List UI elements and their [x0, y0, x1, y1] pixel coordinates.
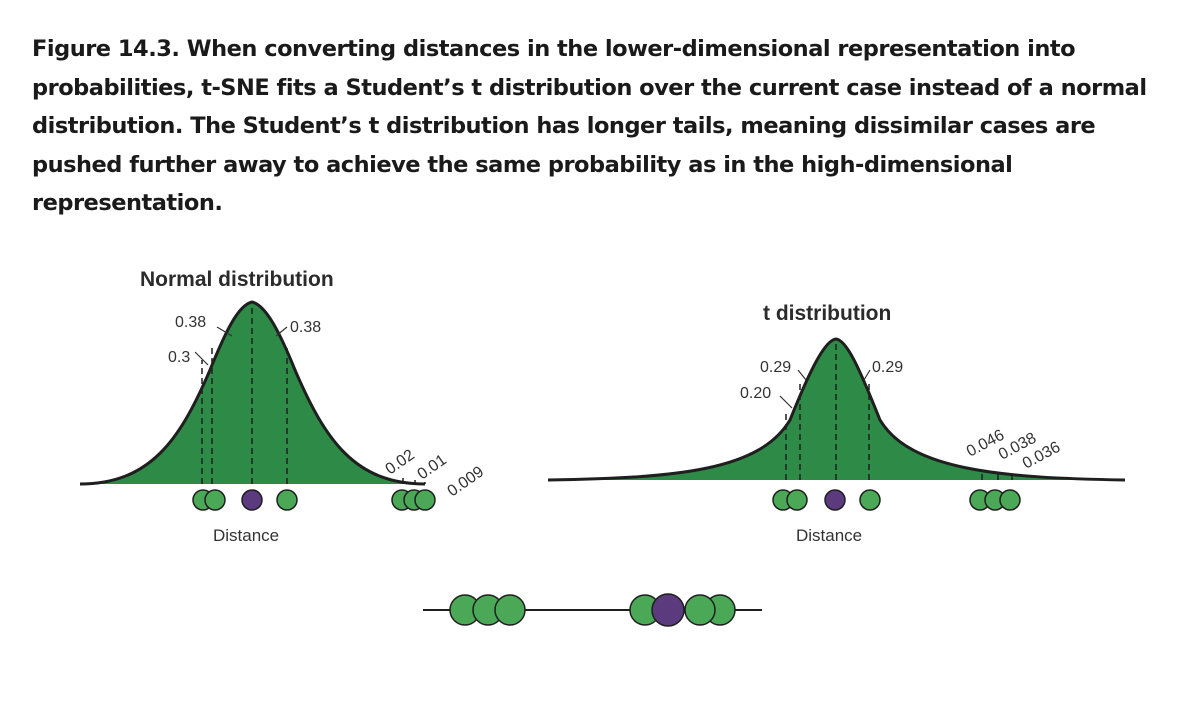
t-label-top-left: 0.29 — [760, 359, 791, 376]
normal-label-tail-3: 0.009 — [445, 463, 488, 500]
normal-axis-label: Distance — [213, 526, 279, 545]
normal-label-left-low: 0.3 — [168, 349, 190, 366]
t-distribution-panel: t distribution 0.29 0.29 0.20 0.046 0.03… — [547, 302, 1126, 545]
t-dashed-lines — [785, 342, 1013, 480]
figure-caption: Figure 14.3. When converting distances i… — [32, 36, 1147, 216]
normal-label-top-left: 0.38 — [175, 314, 206, 331]
t-axis-label: Distance — [796, 526, 862, 545]
t-label-top-right: 0.29 — [872, 359, 903, 376]
normal-label-top-right: 0.38 — [290, 319, 321, 336]
normal-distribution-panel: Normal distribution 0.38 0.38 0.3 0.02 0… — [79, 268, 488, 545]
normal-dashed-lines — [201, 305, 426, 484]
t-curve-outline — [547, 337, 1126, 482]
normal-title: Normal distribution — [140, 268, 334, 291]
normal-label-tail-2: 0.01 — [415, 451, 450, 483]
normal-label-tail-1: 0.02 — [383, 446, 418, 478]
t-label-left-low: 0.20 — [740, 385, 771, 402]
t-points — [772, 489, 1021, 511]
normal-curve-outline — [79, 300, 426, 486]
normal-points — [192, 489, 436, 511]
high-dimensional-line — [423, 593, 762, 627]
t-title: t distribution — [763, 302, 891, 325]
